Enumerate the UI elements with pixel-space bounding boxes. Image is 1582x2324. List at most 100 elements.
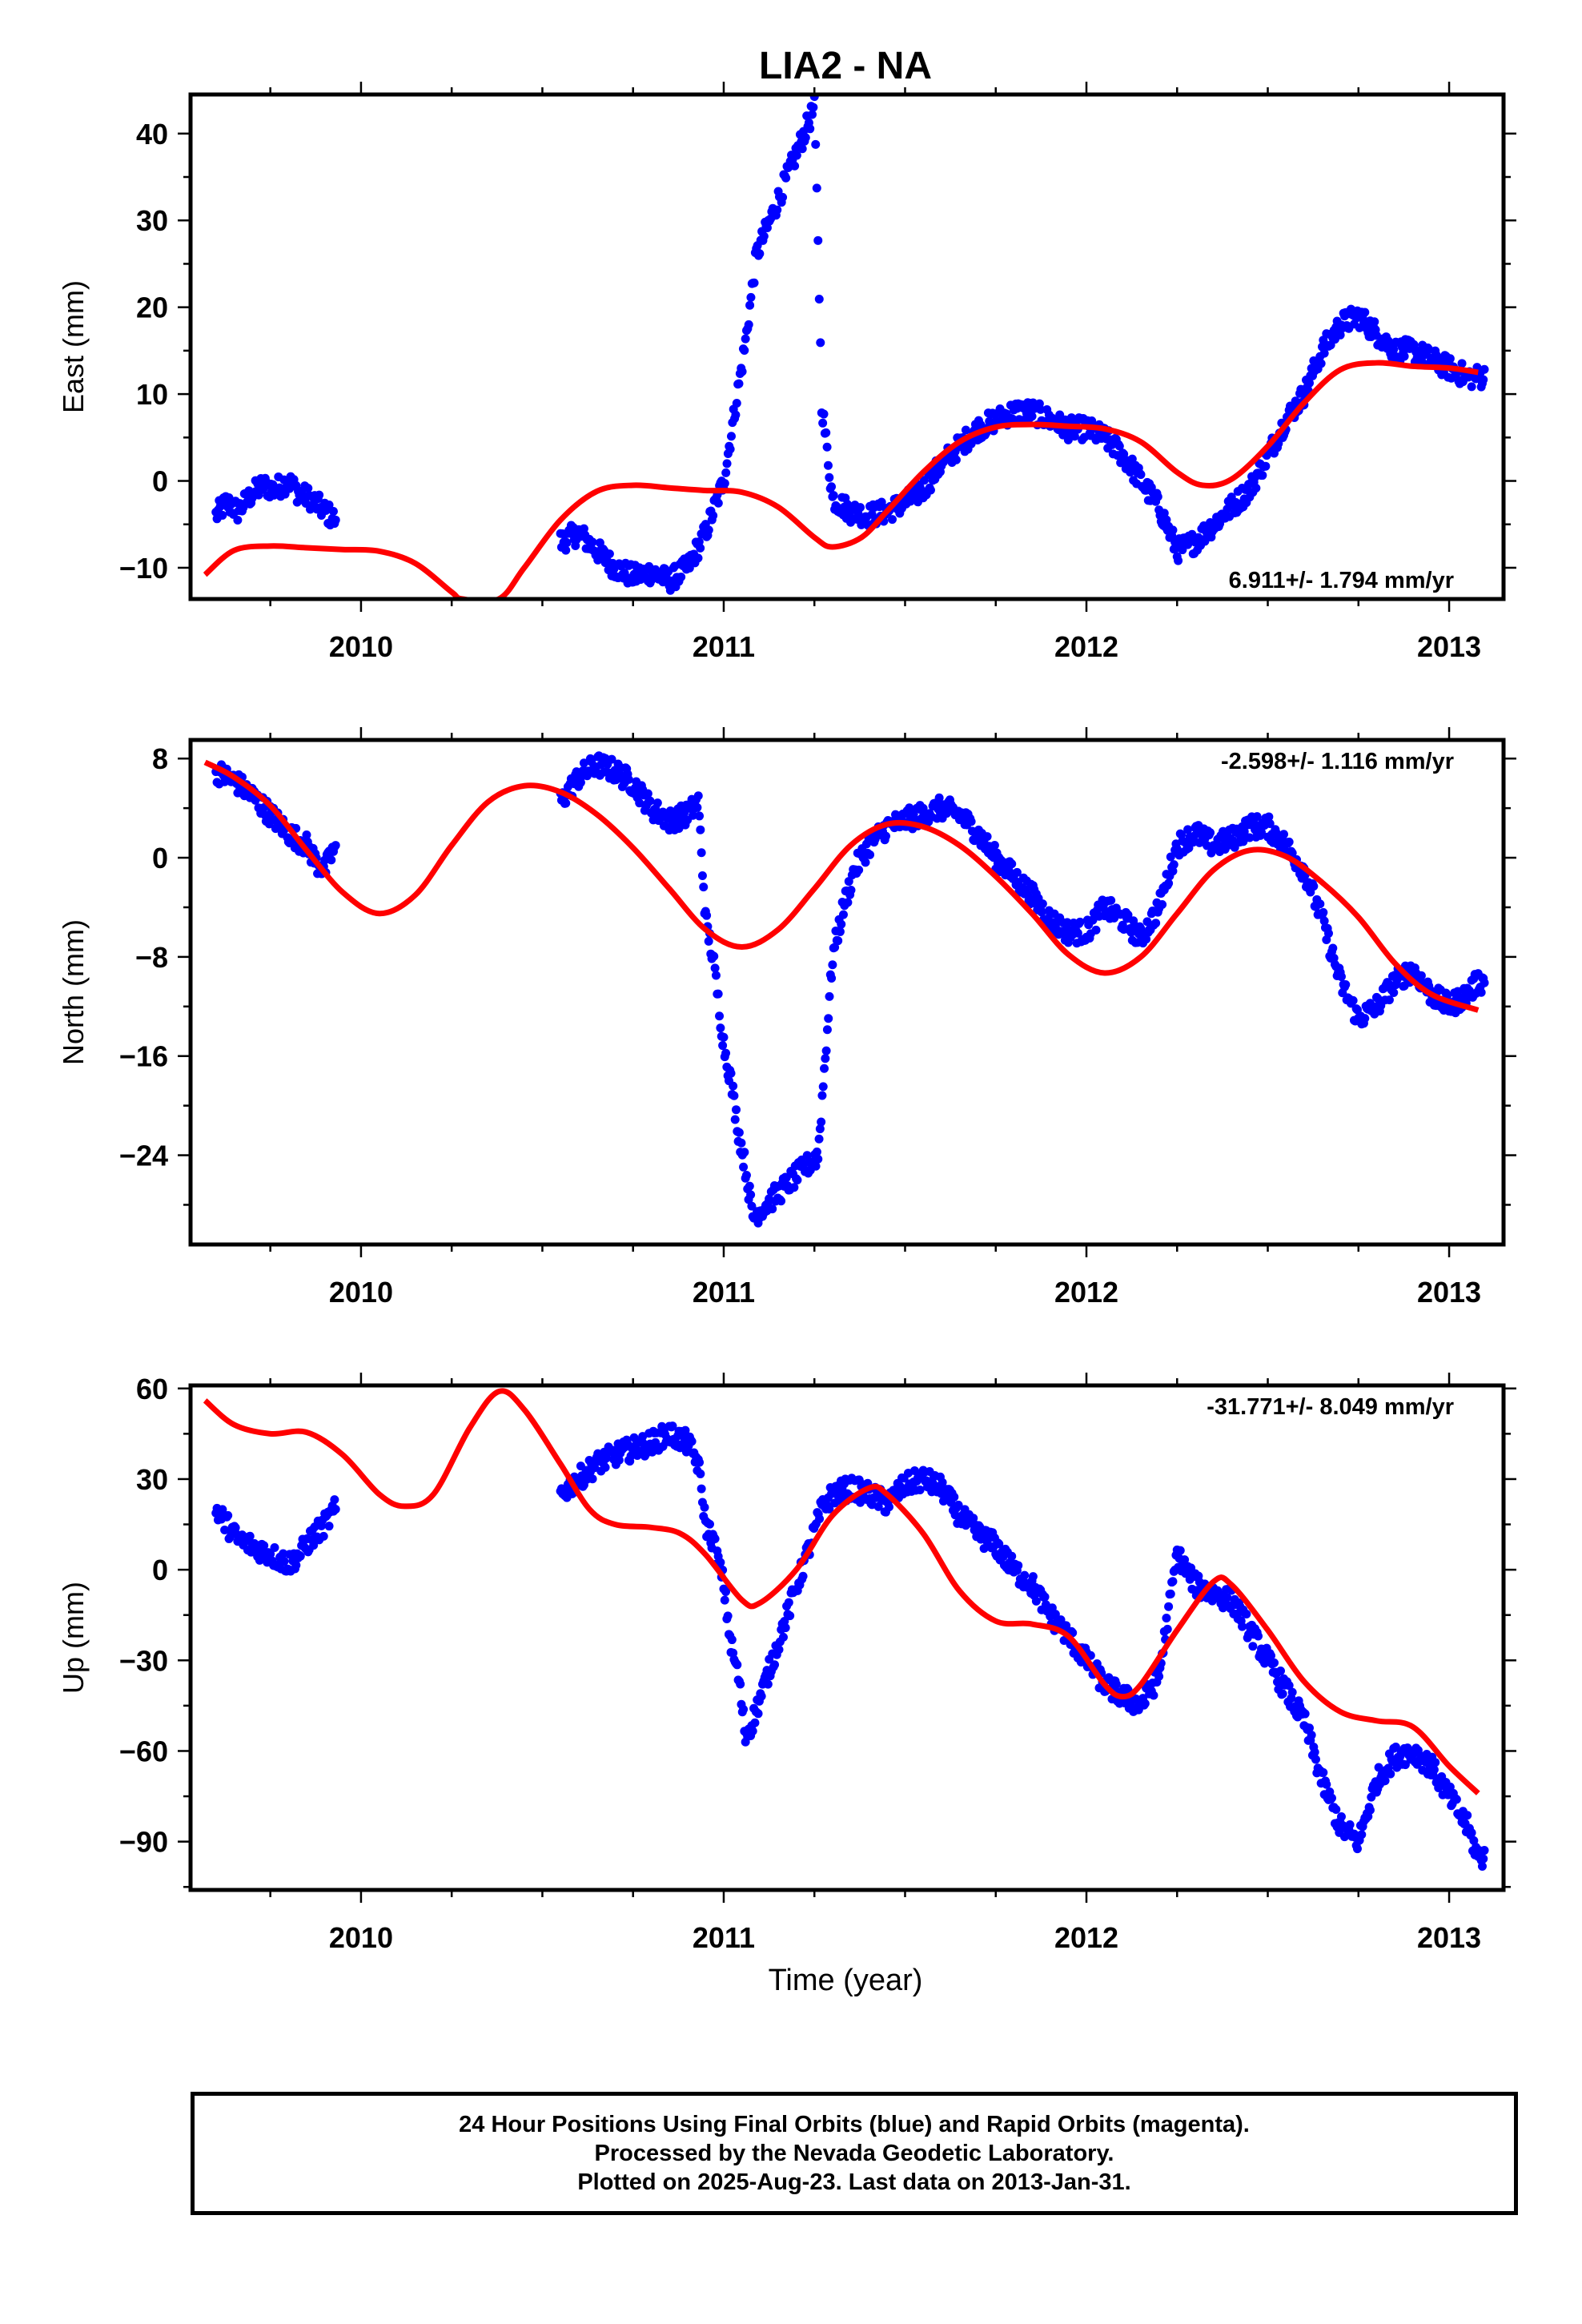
footer-box: 24 Hour Positions Using Final Orbits (bl… bbox=[191, 2092, 1518, 2215]
data-point bbox=[1335, 330, 1345, 340]
data-point bbox=[726, 1068, 736, 1078]
observations-north bbox=[211, 751, 1489, 1228]
data-point bbox=[700, 1502, 709, 1512]
data-point bbox=[781, 1172, 791, 1182]
data-point bbox=[1445, 354, 1455, 364]
data-point bbox=[813, 235, 823, 245]
data-point bbox=[1429, 1765, 1439, 1775]
data-point bbox=[790, 161, 800, 171]
data-point bbox=[1164, 879, 1174, 888]
data-point bbox=[1027, 412, 1037, 421]
panel-frame bbox=[188, 92, 1506, 601]
data-point bbox=[695, 811, 705, 821]
model-curve-east bbox=[203, 360, 1479, 599]
data-point bbox=[748, 1727, 757, 1736]
observations-up bbox=[211, 1421, 1489, 1871]
data-point bbox=[757, 1691, 766, 1701]
data-point bbox=[1352, 1844, 1362, 1854]
data-point bbox=[609, 565, 619, 574]
data-point bbox=[1037, 907, 1046, 917]
model-curve-up bbox=[203, 1388, 1480, 1795]
data-point bbox=[626, 1451, 636, 1461]
data-point bbox=[291, 1560, 301, 1570]
data-point bbox=[1365, 1805, 1375, 1815]
data-point bbox=[1223, 1593, 1232, 1602]
data-point bbox=[729, 1081, 738, 1091]
data-point bbox=[266, 1550, 275, 1559]
data-point bbox=[951, 455, 961, 464]
x-tick-label: 2012 bbox=[1054, 1276, 1118, 1309]
data-point bbox=[704, 525, 713, 535]
data-point bbox=[1345, 1820, 1355, 1830]
data-point bbox=[1431, 1758, 1440, 1767]
data-point bbox=[1452, 1795, 1461, 1804]
data-point bbox=[1331, 1804, 1341, 1814]
data-point bbox=[814, 295, 824, 304]
data-point bbox=[737, 367, 747, 376]
data-point bbox=[604, 549, 614, 559]
data-point bbox=[1169, 860, 1178, 870]
data-point bbox=[785, 1611, 795, 1621]
data-point bbox=[1251, 484, 1261, 493]
data-point bbox=[696, 543, 705, 553]
data-point bbox=[740, 345, 749, 355]
data-point bbox=[1248, 1642, 1258, 1651]
data-point bbox=[302, 830, 311, 839]
data-point bbox=[1168, 525, 1178, 535]
data-point bbox=[805, 124, 815, 134]
data-point bbox=[1028, 1572, 1038, 1582]
data-point bbox=[702, 911, 712, 920]
data-point bbox=[697, 1484, 706, 1494]
data-point bbox=[1469, 1835, 1479, 1845]
data-point bbox=[699, 883, 709, 892]
data-point bbox=[744, 320, 753, 329]
data-point bbox=[693, 802, 702, 812]
data-point bbox=[749, 278, 759, 287]
data-point bbox=[994, 1539, 1004, 1549]
data-point bbox=[828, 960, 837, 970]
data-point bbox=[1384, 995, 1394, 1005]
data-point bbox=[813, 1154, 823, 1164]
data-point bbox=[727, 1635, 737, 1645]
data-point bbox=[867, 509, 877, 519]
data-point bbox=[1319, 348, 1329, 358]
data-point bbox=[809, 103, 818, 112]
data-point bbox=[1389, 988, 1399, 998]
data-point bbox=[969, 1514, 978, 1523]
data-point bbox=[1386, 1769, 1395, 1779]
y-tick-label: 10 bbox=[136, 378, 168, 411]
y-tick-label: 40 bbox=[136, 118, 168, 151]
data-point bbox=[588, 537, 597, 547]
data-point bbox=[835, 927, 845, 936]
data-point bbox=[1012, 867, 1022, 877]
data-point bbox=[1322, 1779, 1331, 1789]
x-tick-label: 2013 bbox=[1417, 630, 1481, 663]
data-point bbox=[934, 793, 944, 802]
data-point bbox=[324, 501, 334, 510]
data-point bbox=[954, 1500, 963, 1510]
data-point bbox=[1264, 812, 1274, 822]
data-point bbox=[710, 1534, 720, 1543]
data-point bbox=[838, 910, 848, 919]
data-point bbox=[1158, 900, 1167, 910]
data-point bbox=[1360, 308, 1370, 317]
y-axis-label: East (mm) bbox=[57, 280, 90, 413]
data-point bbox=[231, 1523, 240, 1533]
data-point bbox=[1168, 866, 1178, 876]
y-axis-label: North (mm) bbox=[57, 919, 90, 1065]
x-tick-label: 2010 bbox=[329, 630, 393, 663]
data-point bbox=[561, 545, 571, 555]
data-point bbox=[1336, 972, 1346, 982]
data-point bbox=[1399, 352, 1409, 361]
data-point bbox=[1114, 441, 1124, 451]
data-point bbox=[1480, 1846, 1489, 1856]
data-point bbox=[705, 1519, 714, 1529]
data-point bbox=[774, 1645, 784, 1655]
data-point bbox=[1036, 404, 1046, 414]
data-point bbox=[1463, 1811, 1472, 1820]
data-point bbox=[729, 1648, 738, 1658]
data-point bbox=[687, 1437, 697, 1446]
data-point bbox=[1180, 1555, 1190, 1565]
data-point bbox=[1020, 1570, 1030, 1580]
